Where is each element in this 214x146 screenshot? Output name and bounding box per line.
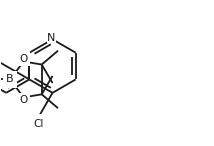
Text: O: O	[20, 54, 28, 64]
Text: N: N	[47, 33, 56, 43]
Text: O: O	[20, 95, 28, 105]
Text: Cl: Cl	[33, 119, 43, 129]
Text: B: B	[6, 74, 14, 84]
